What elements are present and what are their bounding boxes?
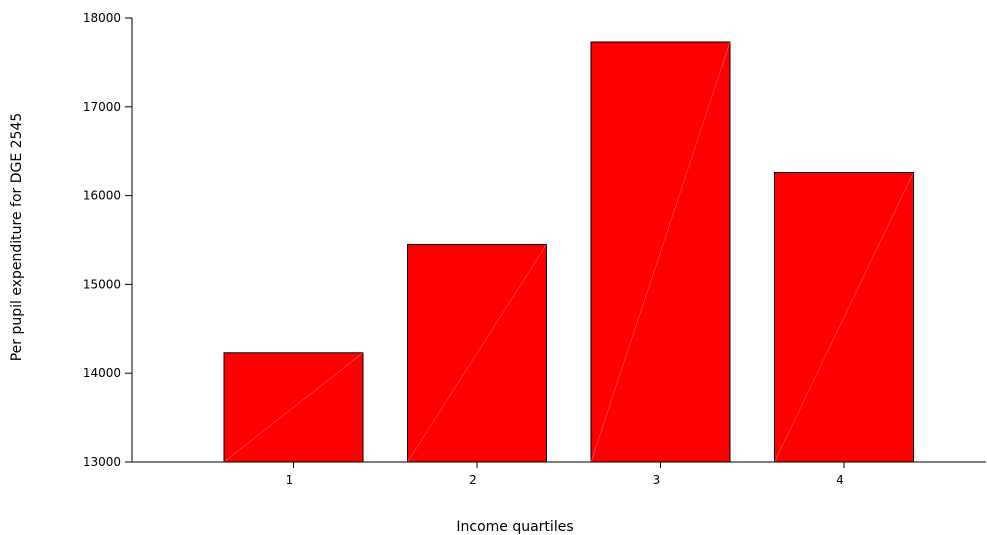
bar-diagonal-1 [223, 352, 364, 463]
x-axis-title: Income quartiles [456, 519, 573, 535]
bar-4 [774, 172, 914, 463]
bar-2 [407, 243, 547, 463]
bars-group [223, 41, 914, 463]
bar-1 [223, 352, 364, 463]
bar-diagonal-3 [590, 41, 731, 463]
bar-3 [590, 41, 731, 463]
x-tick-label: 3 [653, 473, 661, 487]
y-axis-title: Per pupil expenditure for DGE 2545 [9, 113, 25, 362]
y-tick-label: 13000 [83, 455, 121, 469]
x-tick-label: 2 [469, 473, 477, 487]
bar-diagonal-4 [774, 172, 914, 463]
y-tick-label: 18000 [83, 11, 121, 25]
y-ticks-group: 13000 14000 15000 16000 17000 18000 [83, 11, 132, 469]
y-tick-label: 15000 [83, 277, 121, 291]
x-tick-label: 1 [286, 473, 294, 487]
x-tick-label: 4 [836, 473, 844, 487]
y-tick-label: 16000 [83, 189, 121, 203]
bar-diagonal-2 [407, 244, 547, 463]
y-tick-label: 14000 [83, 366, 121, 380]
x-ticks-group: 1 2 3 4 [286, 462, 845, 487]
y-tick-label: 17000 [83, 100, 121, 114]
